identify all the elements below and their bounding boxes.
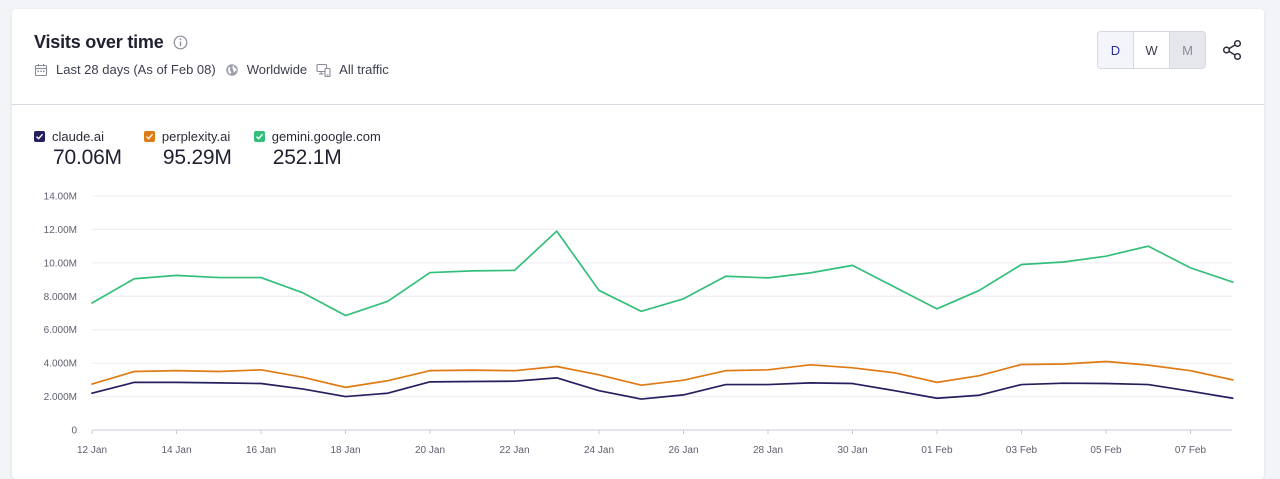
- x-tick-label: 12 Jan: [77, 445, 107, 456]
- series-line-perplexity-ai[interactable]: [91, 360, 1234, 389]
- x-tick-label: 24 Jan: [584, 445, 614, 456]
- checkbox-checked-icon[interactable]: [34, 131, 45, 142]
- x-tick-label: 07 Feb: [1175, 445, 1207, 456]
- x-tick-label: 03 Feb: [1006, 445, 1038, 456]
- x-tick-label: 28 Jan: [753, 445, 783, 456]
- page-title: Visits over time: [34, 32, 164, 52]
- checkbox-checked-icon[interactable]: [253, 131, 265, 142]
- legend-item-gemini[interactable]: gemini.google.com 252.1M: [253, 129, 381, 170]
- x-tick-label: 22 Jan: [499, 445, 529, 456]
- share-icon: [1222, 39, 1242, 61]
- header-divider: [12, 104, 1264, 105]
- x-tick-label: 30 Jan: [837, 445, 867, 456]
- legend-label: gemini.google.com: [271, 129, 381, 144]
- legend-item-claude[interactable]: claude.ai 70.06M: [34, 129, 122, 170]
- y-tick-label: 0: [71, 426, 77, 437]
- region-filter[interactable]: Worldwide: [225, 62, 307, 77]
- legend-total: 95.29M: [162, 146, 232, 169]
- share-button[interactable]: [1221, 39, 1243, 61]
- date-range-filter[interactable]: Last 28 days (As of Feb 08): [34, 62, 216, 77]
- x-tick-label: 01 Feb: [921, 445, 953, 456]
- y-tick-label: 10.00M: [44, 258, 77, 269]
- series-line-claude-ai[interactable]: [91, 377, 1234, 400]
- region-label: Worldwide: [246, 62, 308, 77]
- globe-icon: [225, 63, 238, 76]
- y-tick-label: 4.000M: [44, 359, 77, 370]
- traffic-label: All traffic: [339, 62, 389, 77]
- y-tick-label: 2.000M: [44, 392, 77, 403]
- x-tick-label: 18 Jan: [330, 445, 360, 456]
- info-icon[interactable]: [173, 35, 188, 50]
- y-tick-label: 8.000M: [44, 292, 77, 303]
- legend-total: 252.1M: [272, 146, 342, 169]
- chart-legend: claude.ai 70.06M perplexity.ai 95.29M ge…: [34, 129, 403, 170]
- granularity-toggle: D W M: [1097, 31, 1206, 69]
- visits-over-time-card: Visits over time: [12, 9, 1264, 479]
- x-tick-label: 14 Jan: [161, 445, 191, 456]
- x-tick-label: 05 Feb: [1090, 445, 1122, 456]
- x-tick-label: 20 Jan: [415, 445, 445, 456]
- legend-label: claude.ai: [52, 129, 105, 144]
- legend-total: 70.06M: [53, 146, 122, 169]
- filters-row: Last 28 days (As of Feb 08) Worldwide: [34, 62, 398, 77]
- y-tick-label: 6.000M: [44, 325, 77, 336]
- date-range-label: Last 28 days (As of Feb 08): [56, 62, 216, 77]
- legend-item-perplexity[interactable]: perplexity.ai 95.29M: [143, 129, 232, 170]
- legend-label: perplexity.ai: [161, 129, 231, 144]
- series-line-gemini-google-com[interactable]: [91, 230, 1234, 317]
- granularity-week-button[interactable]: W: [1134, 32, 1170, 68]
- devices-icon: [316, 63, 331, 77]
- y-tick-label: 14.00M: [44, 192, 77, 203]
- card-header: Visits over time: [12, 9, 1264, 104]
- traffic-filter[interactable]: All traffic: [316, 62, 389, 77]
- y-tick-label: 12.00M: [44, 225, 77, 236]
- x-tick-label: 16 Jan: [246, 445, 276, 456]
- x-tick-label: 26 Jan: [668, 445, 698, 456]
- granularity-month-button[interactable]: M: [1170, 32, 1205, 68]
- calendar-icon: [34, 63, 48, 76]
- granularity-day-button[interactable]: D: [1098, 32, 1134, 68]
- checkbox-checked-icon[interactable]: [143, 131, 155, 142]
